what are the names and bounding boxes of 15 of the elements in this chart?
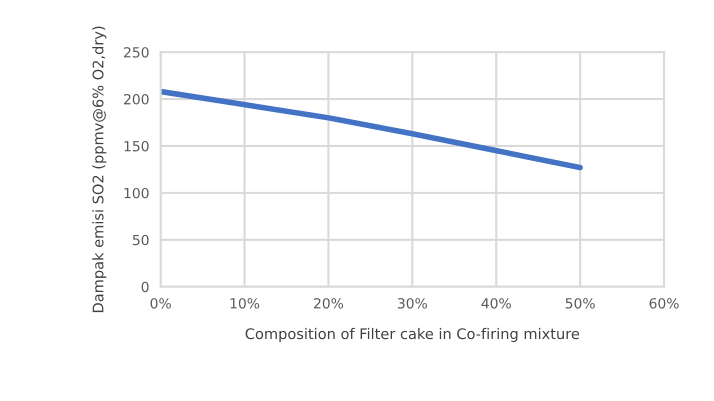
y-tick-label: 100 — [124, 188, 149, 198]
x-tick-label: 10% — [230, 298, 260, 309]
y-tick-label: 200 — [124, 94, 149, 105]
y-tick-label: 150 — [124, 140, 149, 152]
x-tick-label: 60% — [650, 298, 679, 309]
x-tick-label: 20% — [314, 298, 344, 309]
x-tick-label: 30% — [398, 298, 428, 309]
y-axis-title: Dampak emisi SO2 (ppmv@6% O2,dry) — [92, 26, 106, 312]
y-tick-label: 50 — [132, 234, 149, 246]
y-tick-label: 0 — [142, 282, 149, 292]
x-tick-label: 0% — [150, 298, 171, 309]
x-tick-label: 40% — [481, 298, 511, 309]
x-axis-title: Composition of Filter cake in Co-firing mixture — [246, 328, 580, 342]
y-tick-label: 250 — [124, 47, 149, 58]
x-tick-label: 50% — [566, 298, 595, 309]
